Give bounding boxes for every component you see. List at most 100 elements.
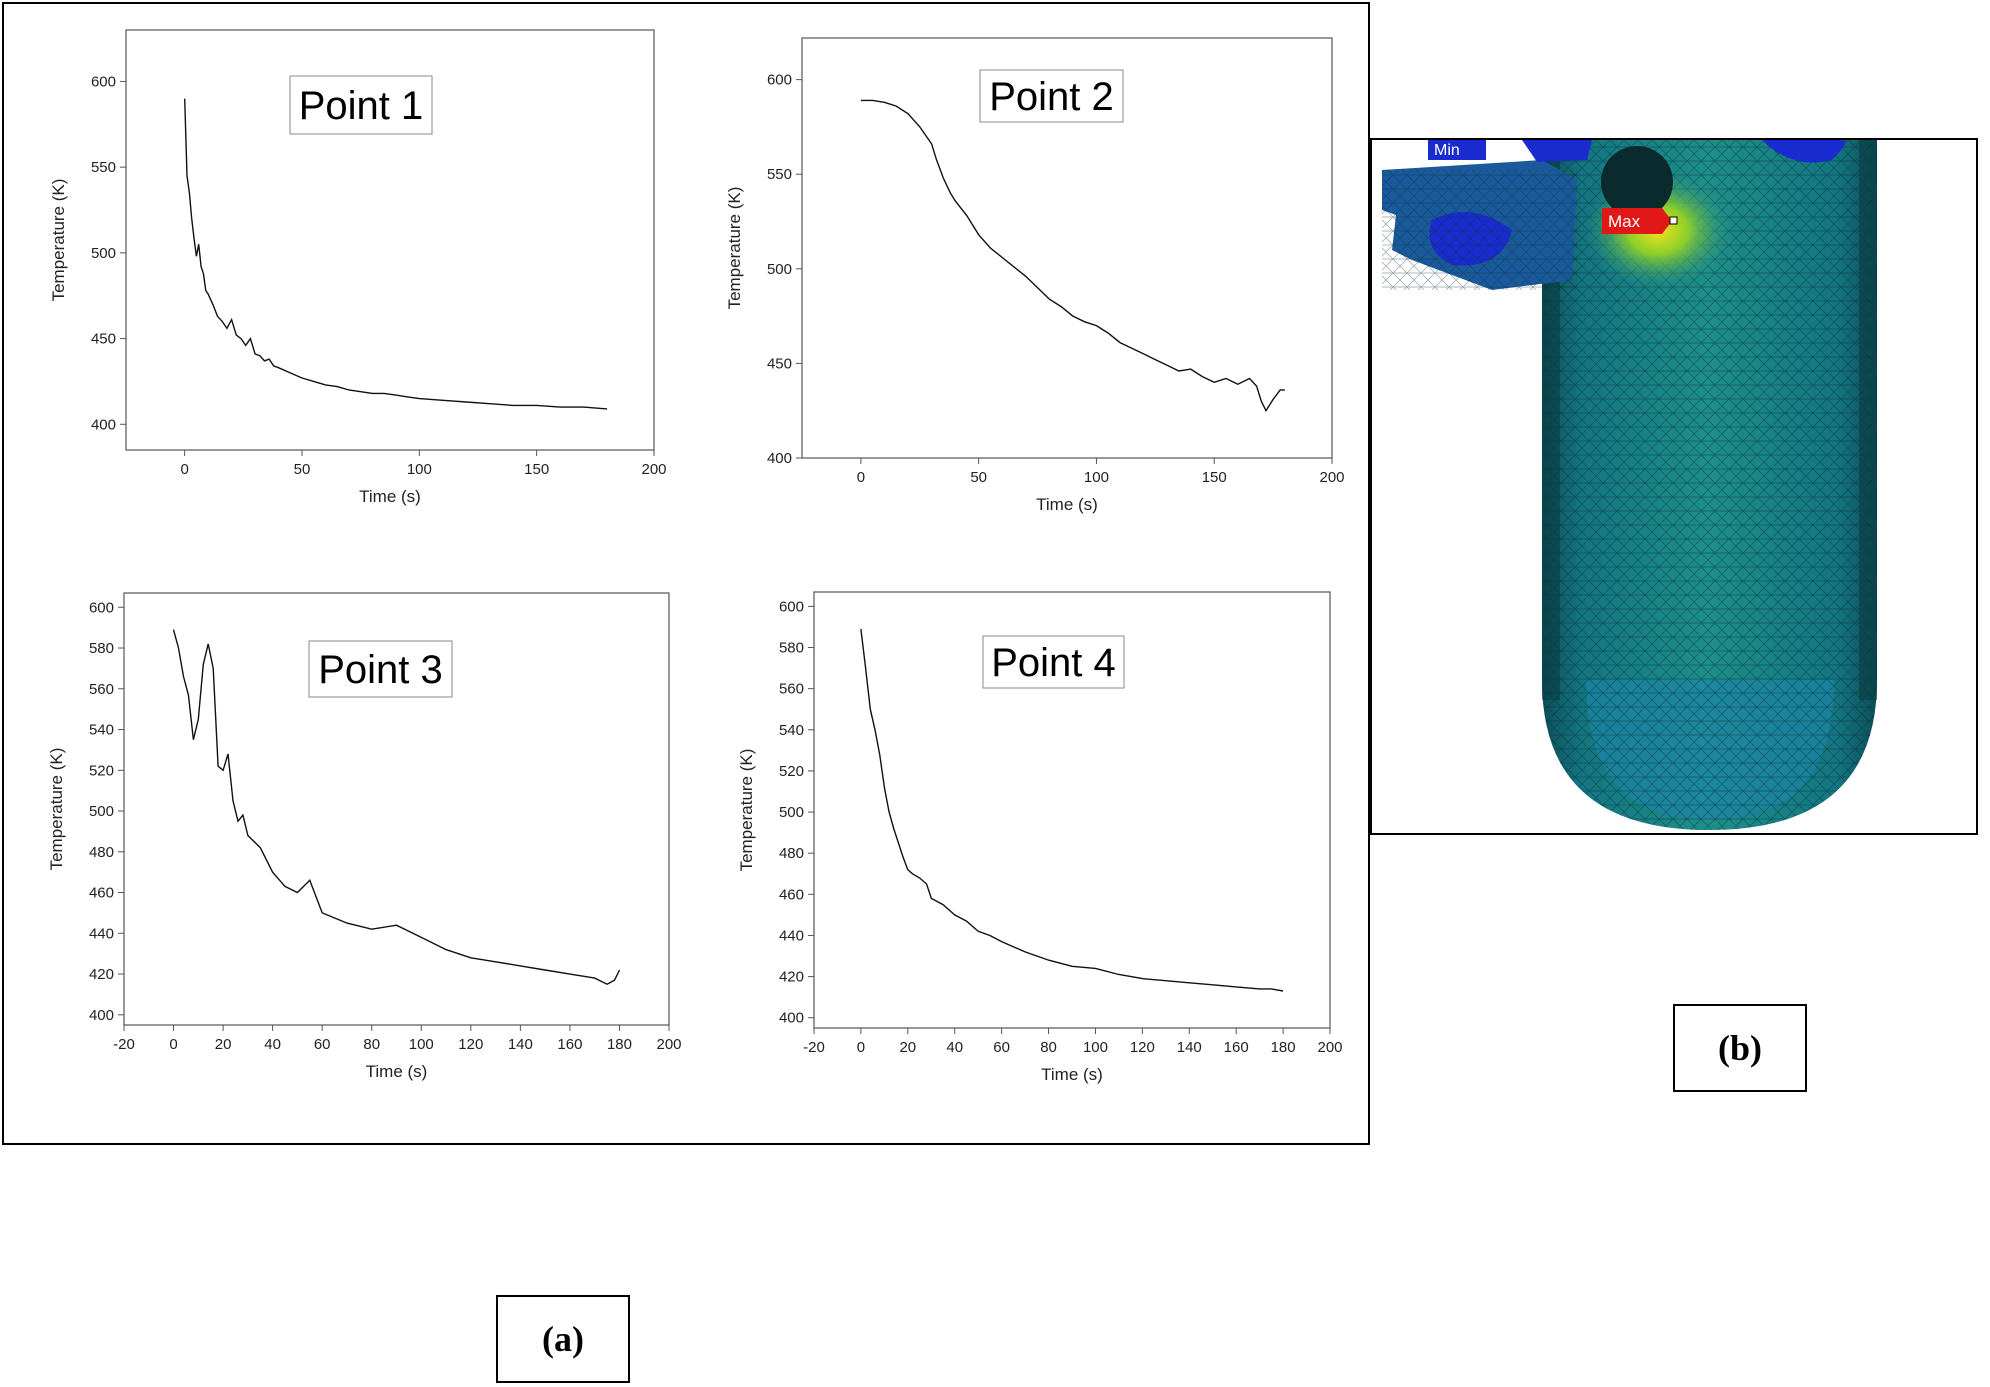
- x-tick-label: 100: [1083, 1039, 1108, 1056]
- x-tick-label: -20: [803, 1039, 825, 1056]
- x-tick-label: 100: [409, 1036, 434, 1053]
- vessel-body: [1542, 140, 1877, 830]
- y-tick-label: 560: [779, 681, 804, 698]
- point-label-box: [308, 640, 453, 698]
- x-tick-label: 120: [458, 1036, 483, 1053]
- x-tick-label: 100: [407, 461, 432, 478]
- point-label: Point 1: [299, 84, 424, 128]
- x-tick-label: 200: [641, 461, 666, 478]
- y-tick-label: 480: [779, 845, 804, 862]
- x-tick-label: 0: [169, 1036, 177, 1053]
- y-tick-label: 540: [89, 722, 114, 739]
- x-tick-label: 60: [314, 1036, 331, 1053]
- x-tick-label: 120: [1130, 1039, 1155, 1056]
- x-tick-label: 50: [970, 469, 987, 486]
- point-label: Point 4: [991, 641, 1116, 685]
- x-tick-label: 80: [1040, 1039, 1057, 1056]
- panel-a-frame: [2, 2, 1370, 1145]
- y-tick-label: 420: [89, 966, 114, 983]
- y-tick-label: 500: [89, 803, 114, 820]
- y-tick-label: 550: [767, 166, 792, 183]
- y-tick-label: 550: [91, 159, 116, 176]
- plot-frame: [813, 591, 1331, 1029]
- y-tick-label: 580: [779, 640, 804, 657]
- y-tick-label: 580: [89, 640, 114, 657]
- y-tick-label: 440: [89, 925, 114, 942]
- caption-a: (a): [496, 1295, 630, 1383]
- y-tick-label: 400: [91, 416, 116, 433]
- y-tick-label: 600: [767, 72, 792, 89]
- y-tick-label: 560: [89, 681, 114, 698]
- point-label: Point 2: [989, 75, 1114, 119]
- x-axis-label: Time (s): [359, 487, 421, 506]
- x-axis-label: Time (s): [1041, 1065, 1103, 1084]
- y-tick-label: 500: [91, 245, 116, 262]
- y-tick-label: 460: [779, 886, 804, 903]
- x-tick-label: 0: [857, 1039, 865, 1056]
- y-tick-label: 450: [767, 355, 792, 372]
- y-tick-label: 460: [89, 885, 114, 902]
- x-tick-label: 60: [993, 1039, 1010, 1056]
- y-tick-label: 440: [779, 927, 804, 944]
- x-tick-label: 0: [857, 469, 865, 486]
- point-label-box: [289, 75, 433, 135]
- y-tick-label: 400: [779, 1010, 804, 1027]
- chart-point-1: 0 50 100 150 200 400 450 500 550 600 Time (s) Tempe…: [49, 29, 667, 506]
- x-tick-label: 80: [363, 1036, 380, 1053]
- y-tick-label: 420: [779, 969, 804, 986]
- y-axis-label: Temperature (K): [725, 187, 744, 310]
- x-tick-label: 50: [294, 461, 311, 478]
- y-tick-label: 500: [767, 261, 792, 278]
- series-line: [860, 628, 1284, 992]
- y-tick-label: 600: [779, 598, 804, 615]
- fea-mesh-image: Min Max: [1382, 140, 1877, 830]
- y-tick-label: 540: [779, 722, 804, 739]
- x-tick-label: 200: [1319, 469, 1344, 486]
- x-tick-label: 160: [557, 1036, 582, 1053]
- x-tick-label: 180: [607, 1036, 632, 1053]
- plot-frame: [801, 37, 1333, 459]
- x-tick-label: 20: [899, 1039, 916, 1056]
- chart-point-2: 0 50 100 150 200 400 450 500 550 600 Time (s) Tempe…: [725, 37, 1345, 514]
- y-tick-label: 520: [779, 763, 804, 780]
- min-marker: Min: [1428, 140, 1486, 160]
- x-tick-label: 20: [215, 1036, 232, 1053]
- y-tick-label: 400: [89, 1007, 114, 1024]
- y-tick-label: 480: [89, 844, 114, 861]
- series-line: [172, 629, 621, 985]
- plot-frame: [123, 592, 670, 1026]
- x-tick-label: 40: [946, 1039, 963, 1056]
- series-line: [184, 98, 608, 410]
- x-tick-label: 140: [508, 1036, 533, 1053]
- nozzle-region: [1382, 140, 1846, 290]
- y-axis-label: Temperature (K): [49, 179, 68, 302]
- y-tick-label: 600: [89, 599, 114, 616]
- y-tick-label: 520: [89, 762, 114, 779]
- x-tick-label: 200: [1317, 1039, 1342, 1056]
- point-label: Point 3: [318, 648, 443, 692]
- x-tick-label: 140: [1177, 1039, 1202, 1056]
- y-axis-label: Temperature (K): [737, 749, 756, 872]
- x-tick-label: 100: [1084, 469, 1109, 486]
- x-tick-label: -20: [113, 1036, 135, 1053]
- chart-point-4: -20 0 20 40 60 80 100 120 140 160 180 200 400 420 440 4…: [737, 591, 1343, 1084]
- x-tick-label: 200: [656, 1036, 681, 1053]
- caption-b: (b): [1673, 1004, 1807, 1092]
- x-tick-label: 40: [264, 1036, 281, 1053]
- svg-text:Min: Min: [1434, 142, 1460, 159]
- x-tick-label: 160: [1224, 1039, 1249, 1056]
- x-tick-label: 180: [1271, 1039, 1296, 1056]
- x-tick-label: 150: [1202, 469, 1227, 486]
- x-tick-label: 150: [524, 461, 549, 478]
- point-label-box: [982, 635, 1125, 689]
- point-label-box: [979, 69, 1124, 123]
- svg-text:Max: Max: [1608, 212, 1641, 231]
- y-axis-label: Temperature (K): [47, 748, 66, 871]
- y-tick-label: 400: [767, 450, 792, 467]
- plot-frame: [125, 29, 655, 451]
- y-tick-label: 600: [91, 73, 116, 90]
- y-tick-label: 450: [91, 331, 116, 348]
- y-tick-label: 500: [779, 804, 804, 821]
- x-tick-label: 0: [180, 461, 188, 478]
